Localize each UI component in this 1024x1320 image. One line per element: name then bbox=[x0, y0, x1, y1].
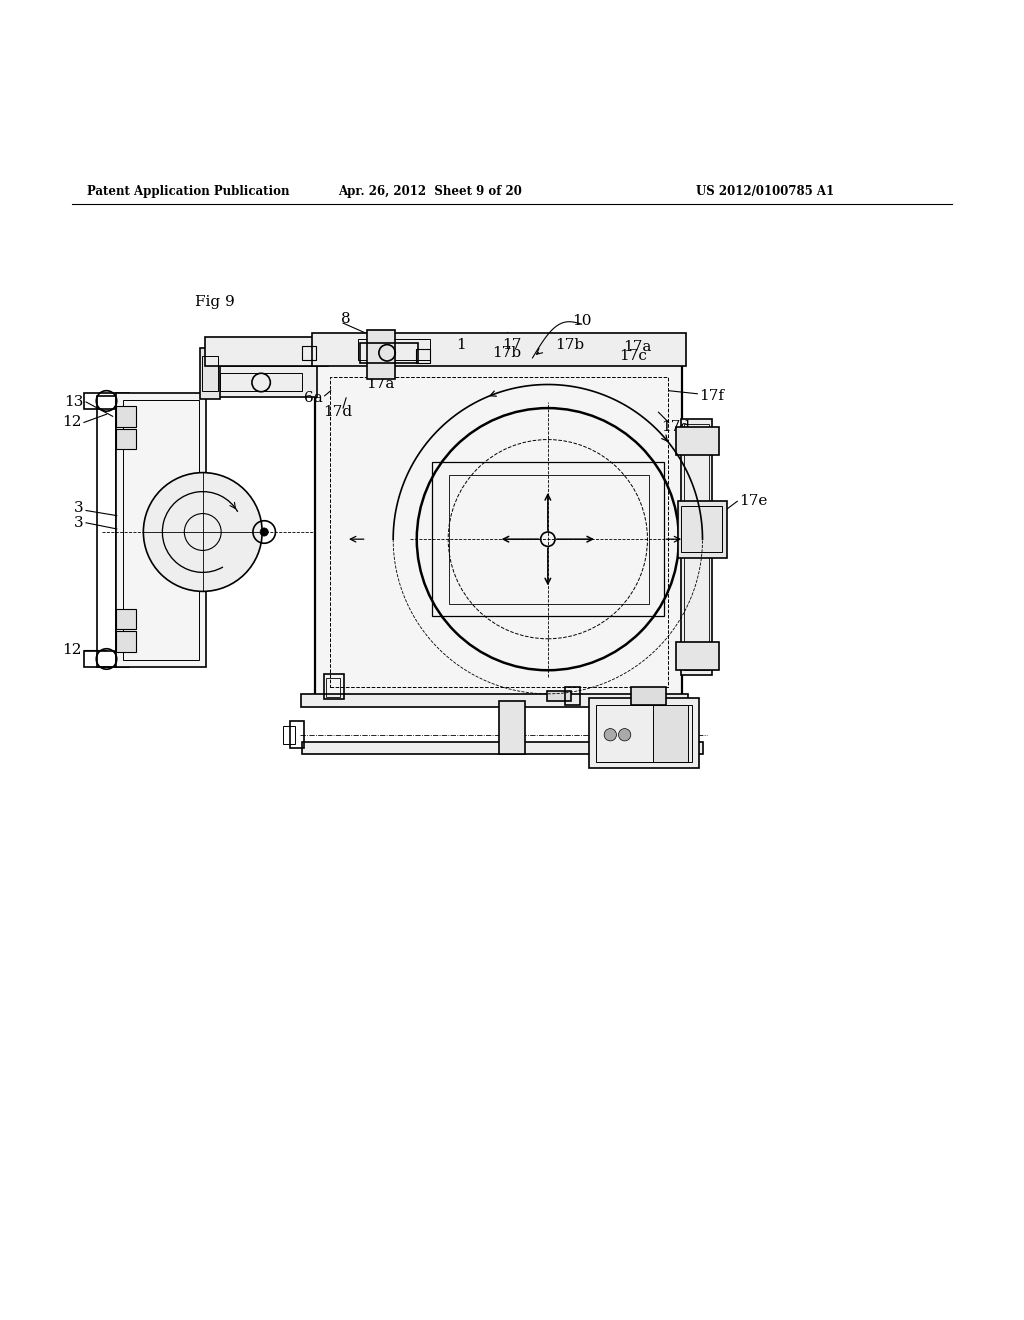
Bar bbox=[681, 507, 722, 553]
Bar bbox=[681, 420, 712, 676]
Bar bbox=[416, 348, 430, 363]
Text: 17: 17 bbox=[503, 338, 521, 351]
Text: 17a: 17a bbox=[623, 339, 651, 354]
Bar bbox=[202, 356, 218, 391]
Bar bbox=[290, 722, 304, 748]
Text: 1: 1 bbox=[456, 338, 466, 351]
Circle shape bbox=[143, 473, 262, 591]
Bar bbox=[589, 698, 699, 767]
Bar bbox=[449, 475, 649, 603]
Bar bbox=[367, 330, 395, 379]
Bar bbox=[676, 642, 719, 671]
Bar bbox=[84, 651, 129, 667]
Bar bbox=[302, 742, 703, 754]
Bar bbox=[205, 366, 317, 397]
Text: 12: 12 bbox=[62, 416, 82, 429]
Bar bbox=[116, 429, 136, 449]
Circle shape bbox=[260, 528, 268, 536]
Bar bbox=[205, 338, 328, 366]
Text: 3: 3 bbox=[75, 502, 84, 515]
Bar bbox=[360, 343, 418, 363]
Bar bbox=[678, 502, 727, 557]
Bar bbox=[312, 334, 686, 366]
Text: 8: 8 bbox=[341, 312, 351, 326]
Text: 17d: 17d bbox=[662, 420, 690, 433]
Bar bbox=[631, 686, 666, 705]
Bar bbox=[84, 393, 129, 409]
Bar bbox=[116, 407, 136, 426]
Bar bbox=[220, 374, 302, 391]
Bar bbox=[315, 363, 682, 698]
Text: 17f: 17f bbox=[699, 389, 724, 403]
Text: 17e: 17e bbox=[739, 494, 768, 508]
Bar bbox=[499, 701, 525, 754]
Bar bbox=[547, 690, 571, 701]
Bar bbox=[676, 426, 719, 455]
Bar bbox=[596, 705, 692, 763]
Bar bbox=[283, 726, 295, 744]
Text: 6a: 6a bbox=[304, 391, 323, 405]
Bar bbox=[123, 400, 199, 660]
Text: 3: 3 bbox=[75, 516, 84, 529]
Bar bbox=[565, 686, 580, 705]
Text: 17a: 17a bbox=[367, 376, 395, 391]
Text: Apr. 26, 2012  Sheet 9 of 20: Apr. 26, 2012 Sheet 9 of 20 bbox=[338, 185, 522, 198]
Bar bbox=[653, 705, 688, 763]
Bar bbox=[324, 675, 344, 698]
Bar bbox=[116, 631, 136, 652]
Bar bbox=[116, 609, 136, 630]
Text: 10: 10 bbox=[571, 314, 592, 329]
Text: 13: 13 bbox=[65, 395, 84, 409]
Text: US 2012/0100785 A1: US 2012/0100785 A1 bbox=[696, 185, 835, 198]
Text: 17b: 17b bbox=[555, 338, 584, 351]
Bar bbox=[302, 346, 316, 360]
Bar bbox=[97, 396, 116, 667]
Bar bbox=[330, 378, 668, 686]
Text: Fig 9: Fig 9 bbox=[195, 294, 234, 309]
Bar bbox=[684, 425, 709, 671]
Bar bbox=[358, 339, 430, 360]
Bar bbox=[200, 347, 220, 399]
Bar bbox=[432, 462, 664, 616]
Text: 17b: 17b bbox=[493, 346, 521, 360]
Bar bbox=[326, 678, 340, 697]
Text: Patent Application Publication: Patent Application Publication bbox=[87, 185, 290, 198]
Text: 12: 12 bbox=[62, 643, 82, 657]
Bar bbox=[301, 694, 688, 708]
Text: 17d: 17d bbox=[324, 405, 352, 420]
Text: 17c: 17c bbox=[618, 348, 647, 363]
Circle shape bbox=[604, 729, 616, 741]
Bar bbox=[116, 393, 206, 667]
Circle shape bbox=[618, 729, 631, 741]
